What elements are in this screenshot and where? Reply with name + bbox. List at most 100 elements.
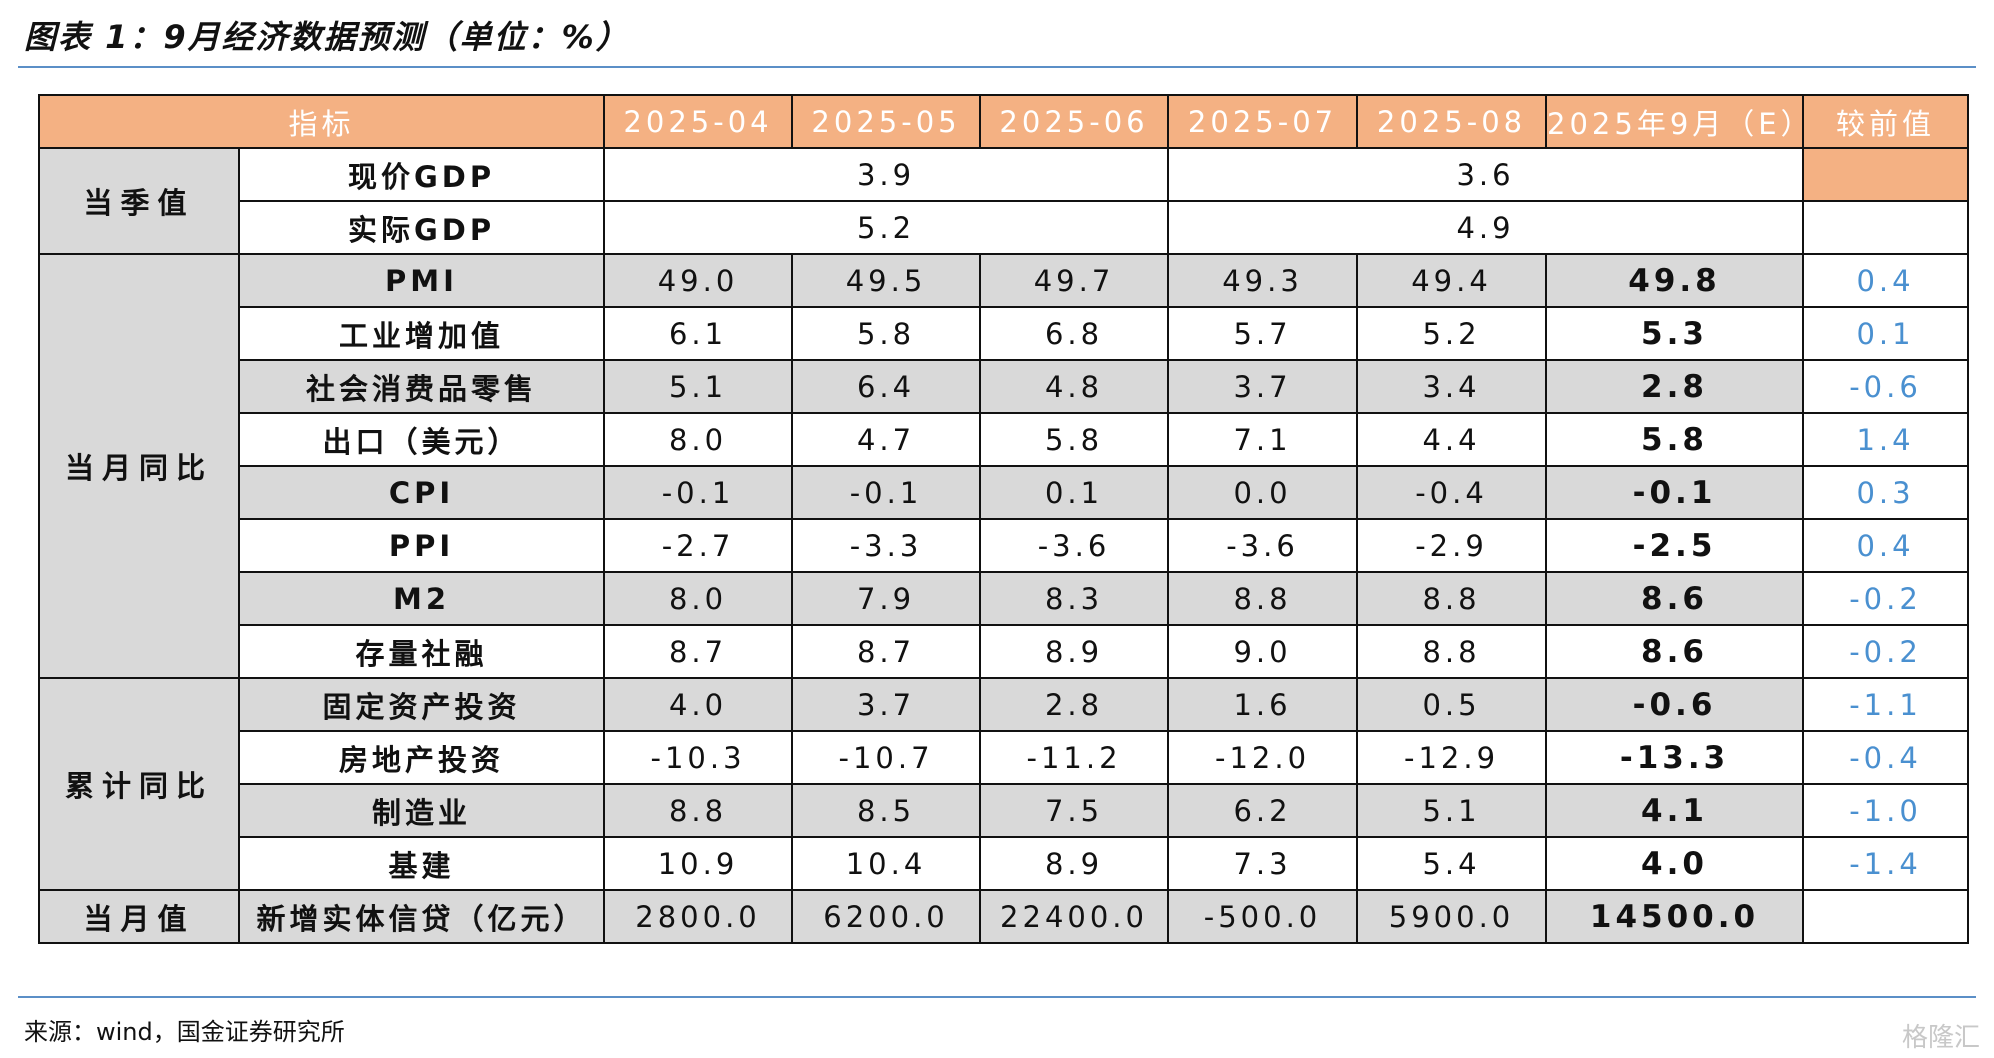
change-cell: -1.4 (1802, 836, 1970, 891)
value-cell: 7.5 (979, 783, 1170, 838)
value-cell: 49.3 (1167, 253, 1359, 308)
change-cell: 0.4 (1802, 518, 1970, 573)
table-row: 基建 10.9 10.4 8.9 7.3 5.4 4.0 -1.4 (39, 836, 1970, 891)
value-cell: 6.2 (1167, 783, 1359, 838)
change-cell: -0.2 (1802, 571, 1970, 626)
indicator: CPI (237, 465, 606, 520)
table-row: 当季值 现价GDP 3.9 3.6 (38, 147, 1970, 255)
change-cell: -1.1 (1802, 677, 1970, 732)
value-cell: 4.0 (1545, 836, 1805, 891)
title: 图表 1：9月经济数据预测（单位：%） (24, 18, 630, 56)
table-row: CPI -0.1 -0.1 0.1 0.0 -0.4 -0.1 0.3 (39, 465, 1970, 520)
value-cell: 6200.0 (791, 889, 982, 944)
indicator: 基建 (237, 836, 606, 891)
table-row: 房地产投资 -10.3 -10.7 -11.2 -12.0 -12.9 -13.3 -0.4 (39, 730, 1970, 785)
indicator: PMI (237, 253, 606, 308)
value-cell: 49.0 (603, 253, 794, 308)
group-label: 当月同比 (38, 253, 240, 679)
merged-value: 3.9 (603, 147, 1170, 202)
value-cell: 7.3 (1167, 836, 1359, 891)
group-label: 当季值 (38, 147, 240, 255)
value-cell: -0.6 (1545, 677, 1805, 732)
value-cell: 5.3 (1545, 306, 1805, 361)
group-label: 累计同比 (38, 677, 240, 891)
value-cell: 8.3 (979, 571, 1170, 626)
value-cell: 8.8 (1356, 624, 1548, 679)
table-row: 当月值 新增实体信贷（亿元） 2800.0 6200.0 22400.0 -500.0 59… (38, 889, 1970, 944)
change-cell: -0.2 (1802, 624, 1970, 679)
value-cell: -2.9 (1356, 518, 1548, 573)
table-row: 工业增加值 6.1 5.8 6.8 5.7 5.2 5.3 0.1 (39, 306, 1970, 361)
value-cell: 10.9 (603, 836, 794, 891)
indicator: 现价GDP (237, 147, 606, 202)
value-cell: -500.0 (1167, 889, 1359, 944)
value-cell: 4.8 (979, 359, 1170, 414)
value-cell: -3.3 (791, 518, 982, 573)
value-cell: -2.5 (1545, 518, 1805, 573)
value-cell: 0.5 (1356, 677, 1548, 732)
watermark: 格隆汇 (1901, 1023, 1980, 1053)
indicator: 实际GDP (237, 200, 606, 255)
indicator: 社会消费品零售 (237, 359, 606, 414)
value-cell: 3.7 (791, 677, 982, 732)
value-cell: 49.8 (1545, 253, 1805, 308)
value-cell: 7.1 (1167, 412, 1359, 467)
header-cell: 较前值 (1802, 94, 1970, 149)
indicator: M2 (237, 571, 606, 626)
value-cell: 7.9 (791, 571, 982, 626)
value-cell: 8.0 (603, 571, 794, 626)
value-cell: 5.8 (1545, 412, 1805, 467)
merged-value: 3.6 (1167, 147, 1805, 202)
data-table: 指标 2025-04 2025-05 2025-06 2025-07 2025-08 202… (37, 94, 1970, 944)
value-cell: 8.0 (603, 412, 794, 467)
indicator: 制造业 (237, 783, 606, 838)
value-cell: 4.4 (1356, 412, 1548, 467)
change-cell: 0.3 (1802, 465, 1970, 520)
table-row: 指标 2025-04 2025-05 2025-06 2025-07 2025-08 202… (37, 94, 1970, 149)
value-cell: 2.8 (1545, 359, 1805, 414)
table-row: 社会消费品零售 5.1 6.4 4.8 3.7 3.4 2.8 -0.6 (39, 359, 1970, 414)
value-cell: 8.7 (603, 624, 794, 679)
value-cell: 5.2 (1356, 306, 1548, 361)
value-cell: 4.1 (1545, 783, 1805, 838)
change-cell: -0.4 (1802, 730, 1970, 785)
value-cell: 22400.0 (979, 889, 1170, 944)
indicator: 新增实体信贷（亿元） (237, 889, 606, 944)
value-cell: 5.1 (603, 359, 794, 414)
header-cell: 2025-04 (603, 94, 794, 149)
value-cell: -10.7 (791, 730, 982, 785)
value-cell: 6.8 (979, 306, 1170, 361)
source: 来源：wind，国金证券研究所 (24, 1018, 345, 1046)
indicator: 出口（美元） (237, 412, 606, 467)
value-cell: 10.4 (791, 836, 982, 891)
group-label: 当月值 (38, 889, 240, 944)
value-cell: 49.5 (791, 253, 982, 308)
value-cell: 4.7 (791, 412, 982, 467)
indicator: 房地产投资 (237, 730, 606, 785)
value-cell: 2800.0 (603, 889, 794, 944)
value-cell: 3.7 (1167, 359, 1359, 414)
header-cell: 指标 (37, 94, 606, 149)
merged-value: 5.2 (603, 200, 1170, 255)
value-cell: -12.0 (1167, 730, 1359, 785)
value-cell: -12.9 (1356, 730, 1548, 785)
value-cell: 8.6 (1545, 624, 1805, 679)
value-cell: 5.1 (1356, 783, 1548, 838)
value-cell: 5.8 (791, 306, 982, 361)
table-row: 制造业 8.8 8.5 7.5 6.2 5.1 4.1 -1.0 (39, 783, 1970, 838)
change-cell: -0.6 (1802, 359, 1970, 414)
value-cell: -0.1 (603, 465, 794, 520)
value-cell: -3.6 (1167, 518, 1359, 573)
value-cell: 3.4 (1356, 359, 1548, 414)
change-cell: 0.4 (1802, 253, 1970, 308)
change-cell (1802, 889, 1970, 944)
value-cell: 6.1 (603, 306, 794, 361)
value-cell: 5.4 (1356, 836, 1548, 891)
header-cell: 2025-06 (979, 94, 1170, 149)
value-cell: 6.4 (791, 359, 982, 414)
value-cell: 49.4 (1356, 253, 1548, 308)
change-cell (1802, 147, 1970, 202)
indicator: 存量社融 (237, 624, 606, 679)
indicator: 固定资产投资 (237, 677, 606, 732)
value-cell: 9.0 (1167, 624, 1359, 679)
